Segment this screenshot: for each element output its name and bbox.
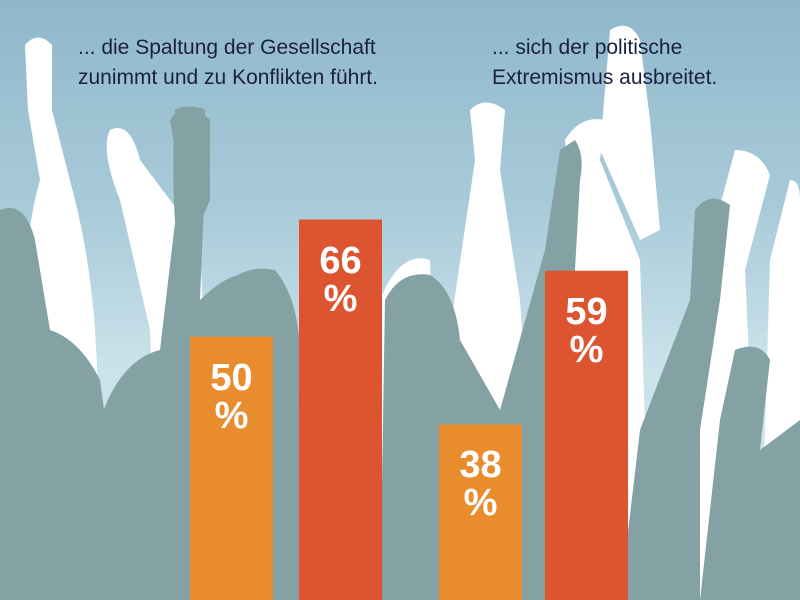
caption-left: ... die Spaltung der Gesellschaft zunimm… bbox=[78, 36, 378, 89]
bar-data-label: 59 % bbox=[565, 290, 608, 371]
bar-data-label: 38 % bbox=[459, 444, 502, 525]
bar-data-label: 66 % bbox=[319, 239, 362, 320]
bar bbox=[545, 270, 628, 600]
bar-data-label: 50 % bbox=[210, 356, 253, 437]
caption-right: ... sich der politische Extremismus ausb… bbox=[492, 36, 718, 89]
bar bbox=[299, 219, 382, 600]
bar bbox=[439, 424, 522, 600]
bar bbox=[190, 336, 273, 600]
